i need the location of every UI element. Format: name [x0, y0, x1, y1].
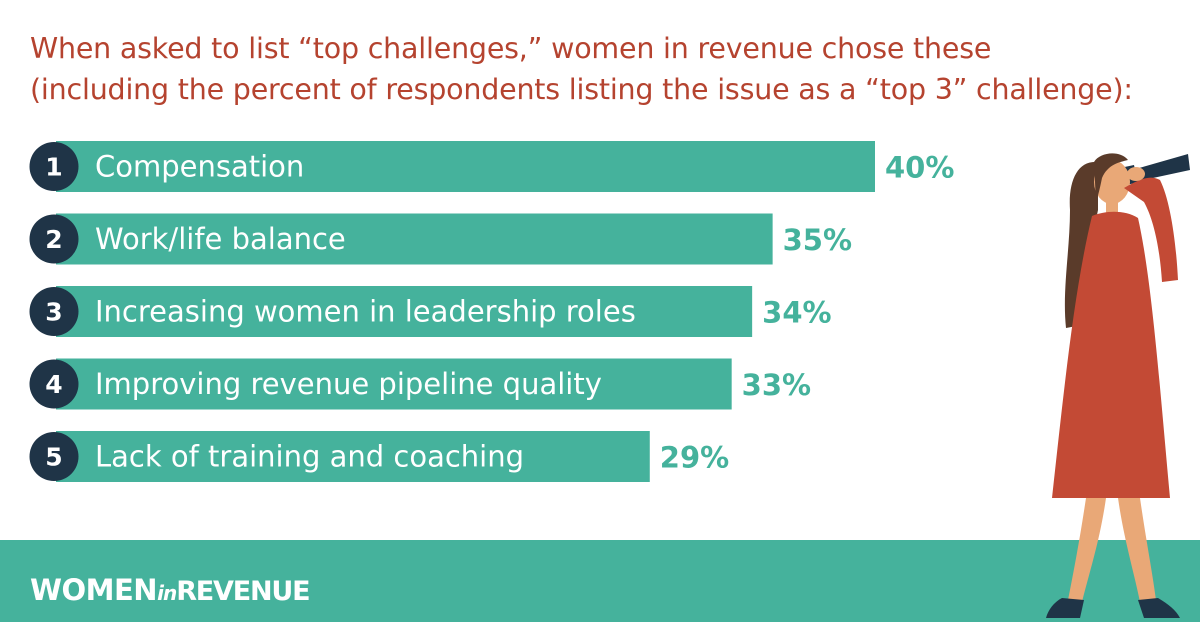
- brand-logo: WOMENinREVENUE: [30, 572, 311, 608]
- value-label-3: 34%: [762, 296, 831, 330]
- bar-2: [56, 213, 773, 265]
- bar-3: [56, 286, 753, 337]
- rank-number-4: 4: [45, 370, 62, 399]
- woman-with-telescope-illustration: [1046, 153, 1190, 618]
- rank-number-2: 2: [45, 225, 62, 254]
- bar-4: [56, 358, 732, 410]
- brand-revenue: REVENUE: [176, 576, 310, 607]
- headline-line-2: (including the percent of respondents li…: [30, 73, 1133, 106]
- rank-circle-5: [29, 432, 79, 481]
- category-label-1: Compensation: [95, 150, 304, 184]
- category-label-3: Increasing women in leadership roles: [95, 295, 636, 329]
- rank-circle-4: [29, 359, 79, 409]
- footer-band: [0, 540, 1200, 626]
- value-label-4: 33%: [742, 368, 811, 402]
- rank-circle-2: [29, 214, 79, 264]
- bar-1: [56, 141, 875, 192]
- category-label-5: Lack of training and coaching: [95, 440, 524, 474]
- category-label-2: Work/life balance: [95, 222, 346, 256]
- value-label-5: 29%: [660, 441, 729, 475]
- value-label-2: 35%: [783, 223, 852, 257]
- value-label-1: 40%: [885, 151, 954, 185]
- rank-circle-3: [29, 287, 79, 336]
- brand-in: in: [157, 581, 177, 605]
- rank-number-1: 1: [45, 153, 62, 182]
- rank-circle-1: [29, 142, 79, 191]
- chart-headline: When asked to list “top challenges,” wom…: [30, 28, 1180, 110]
- headline-line-1: When asked to list “top challenges,” wom…: [30, 32, 992, 65]
- category-label-4: Improving revenue pipeline quality: [95, 367, 602, 401]
- brand-women: WOMEN: [30, 573, 158, 607]
- rank-number-3: 3: [45, 298, 62, 327]
- bar-5: [56, 431, 650, 482]
- rank-number-5: 5: [45, 443, 62, 472]
- footer-divider: [0, 622, 1200, 626]
